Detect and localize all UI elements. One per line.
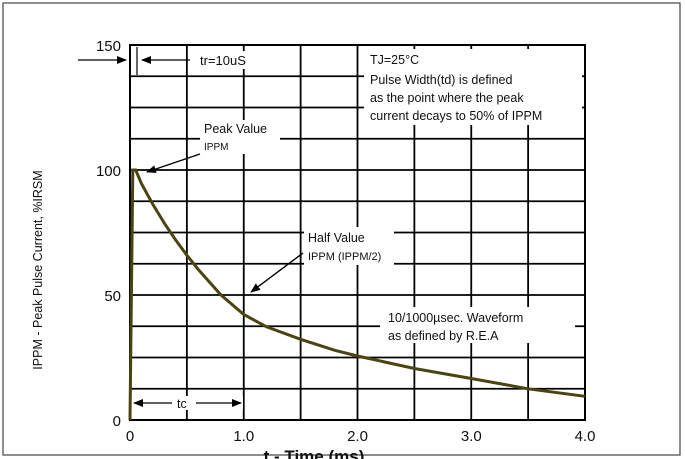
y-axis-label: IPPM - Peak Pulse Current, %IRSM bbox=[31, 170, 45, 369]
y-tick-label: 0 bbox=[113, 413, 121, 430]
x-tick-label: 3.0 bbox=[461, 428, 482, 445]
half-value-label: Half Value bbox=[308, 231, 365, 245]
peak-value-label: Peak Value bbox=[204, 122, 267, 136]
tc-label: tc bbox=[177, 397, 187, 411]
x-tick-label: 0 bbox=[126, 428, 134, 445]
half-value-symbol: IPPM (IPPM/2) bbox=[308, 251, 381, 263]
x-axis-label: t - Time (ms) bbox=[264, 447, 365, 459]
plot-frame bbox=[129, 44, 586, 421]
tc-annotation: tc bbox=[133, 396, 243, 411]
y-tick-label: 100 bbox=[96, 163, 121, 180]
x-tick-label: 4.0 bbox=[575, 428, 596, 445]
x-tick-label: 2.0 bbox=[347, 428, 368, 445]
half-value-annotation: Half Value IPPM (IPPM/2) bbox=[250, 227, 394, 293]
tr-annotation: tr=10uS bbox=[78, 47, 290, 75]
x-axis-ticks: 0 1.0 2.0 3.0 4.0 bbox=[126, 428, 596, 445]
conditions-annotation: TJ=25°C Pulse Width(td) is defined as th… bbox=[364, 49, 582, 125]
pulse-width-line-3: current decays to 50% of IPPM bbox=[370, 109, 542, 123]
peak-value-annotation: Peak Value IPPM bbox=[146, 120, 280, 173]
y-tick-label: 150 bbox=[96, 38, 121, 55]
waveform-line-1: 10/1000µsec. Waveform bbox=[388, 311, 523, 325]
x-tick-label: 1.0 bbox=[233, 428, 254, 445]
tr-label: tr=10uS bbox=[200, 53, 246, 68]
pulse-width-line-2: as the point where the peak bbox=[370, 91, 524, 105]
peak-value-symbol: IPPM bbox=[204, 142, 228, 153]
y-axis-ticks: 0 50 100 150 bbox=[96, 38, 121, 430]
pulse-width-line-1: Pulse Width(td) is defined bbox=[370, 73, 512, 87]
waveform-annotation: 10/1000µsec. Waveform as defined by R.E.… bbox=[380, 307, 575, 343]
series-line-waveform bbox=[128, 168, 586, 421]
tj-label: TJ=25°C bbox=[370, 53, 419, 67]
waveform-line-2: as defined by R.E.A bbox=[388, 329, 499, 343]
y-tick-label: 50 bbox=[104, 288, 121, 305]
